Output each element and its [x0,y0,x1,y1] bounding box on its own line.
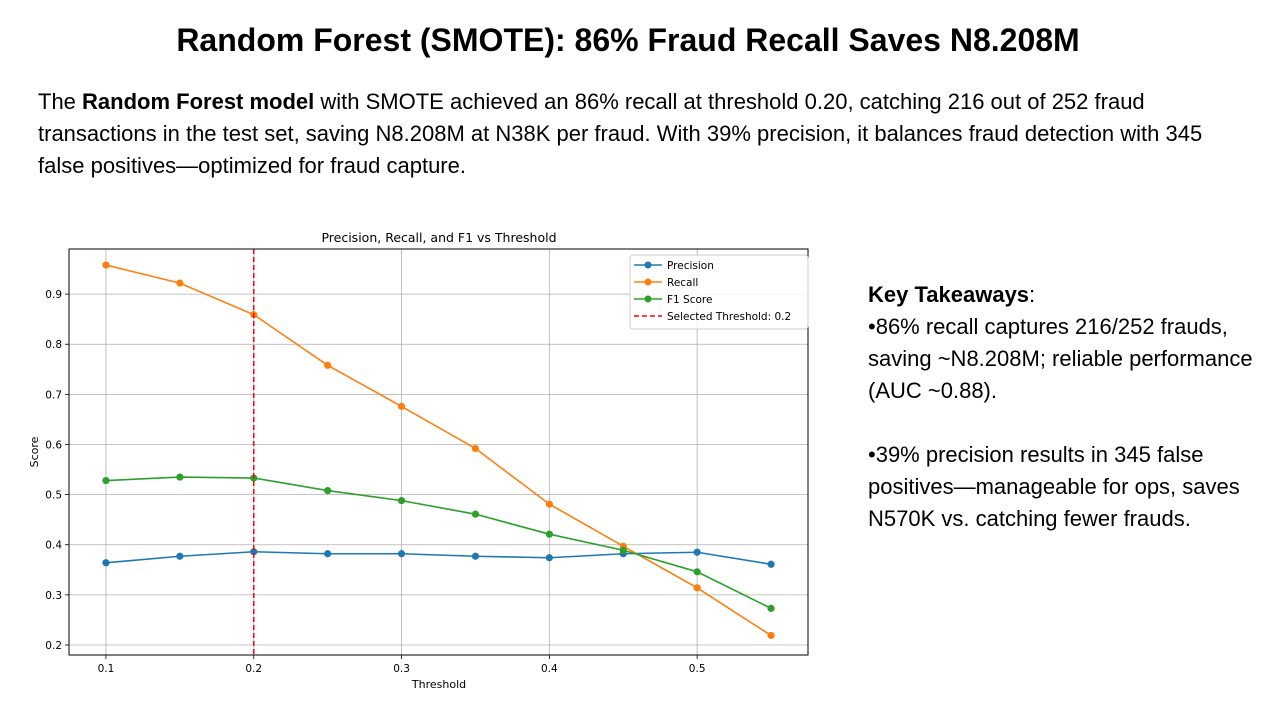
x-tick-label: 0.4 [541,663,558,675]
point-recall [102,261,110,269]
legend-label-threshold: Selected Threshold: 0.2 [667,311,791,323]
legend: Precision Recall F1 Score Selected Thres… [629,254,809,330]
point-recall [397,402,406,410]
slide-title: Random Forest (SMOTE): 86% Fraud Recall … [176,22,1080,58]
series-line-recall [105,264,772,637]
x-tick-label: 0.5 [689,663,706,675]
series-line-precision [105,550,772,566]
intro-bold-model: Random Forest model [82,89,315,114]
intro-paragraph: The Random Forest model with SMOTE achie… [38,86,1250,182]
legend-marker-precision [644,261,652,269]
x-tick-label: 0.1 [98,663,115,675]
takeaway-bullet-1: •86% recall captures 216/252 frauds, sav… [868,314,1253,403]
y-tick-label: 0.9 [45,289,62,301]
x-axis-label: Threshold [411,678,466,691]
legend-marker-recall [644,278,652,286]
y-tick-label: 0.5 [45,490,62,502]
point-recall [693,584,701,592]
series [102,249,775,655]
line-chart: Precision, Recall, and F1 vs Threshold 0… [28,230,809,691]
x-tick-label: 0.2 [245,663,262,675]
plot-frame [68,248,809,656]
y-axis-label: Score [28,436,41,467]
point-precision [176,552,184,560]
key-takeaways-panel: Key Takeaways: •86% recall captures 216/… [868,279,1268,535]
point-precision [397,550,406,558]
point-precision [324,550,332,558]
chart-container: Precision, Recall, and F1 vs Threshold 0… [20,222,820,702]
point-f1-score [619,546,627,554]
legend-label-f1: F1 Score [667,294,712,306]
point-recall [767,631,775,640]
point-f1-score [324,486,332,495]
intro-text-before: The [38,89,83,114]
legend-label-recall: Recall [667,277,698,289]
y-tick-label: 0.4 [45,540,62,552]
point-f1-score [471,510,480,518]
y-tick-label: 0.3 [45,590,62,602]
y-tick-label: 0.7 [45,389,62,401]
point-recall [545,500,553,508]
axes: 0.1 0.2 0.3 0.4 0.5 0.2 0.3 0.4 0.5 0.6 0.7 0.8 0.9 [45,289,705,675]
series-line-f1-score [105,476,772,610]
takeaways-heading: Key Takeaways [868,282,1030,307]
legend-marker-f1 [644,295,652,303]
point-f1-score [176,473,184,481]
point-precision [102,559,110,567]
intro-text-after: with SMOTE achieved an 86% recall at thr… [38,89,1203,178]
point-f1-score [250,474,258,482]
point-f1-score [102,476,110,485]
point-f1-score [767,604,775,612]
point-recall [471,444,480,453]
point-recall [176,279,184,287]
takeaways-spacer [868,407,1268,439]
point-f1-score [397,497,406,505]
takeaways-heading-line: Key Takeaways: [868,279,1268,311]
point-f1-score [693,568,701,576]
point-recall [324,361,332,369]
takeaways-colon: : [1029,282,1036,307]
point-precision [250,548,258,556]
point-f1-score [545,530,553,538]
point-precision [545,554,553,562]
y-tick-label: 0.8 [45,339,62,351]
takeaway-bullet-2: •39% precision results in 345 false posi… [868,442,1240,531]
point-precision [767,560,775,568]
x-tick-label: 0.3 [393,663,410,675]
y-tick-label: 0.2 [45,640,62,652]
y-tick-label: 0.6 [45,439,62,451]
point-precision [471,552,480,560]
legend-label-precision: Precision [667,260,714,272]
legend-box [629,254,809,330]
chart-title: Precision, Recall, and F1 vs Threshold [321,230,556,245]
point-precision [693,548,701,556]
